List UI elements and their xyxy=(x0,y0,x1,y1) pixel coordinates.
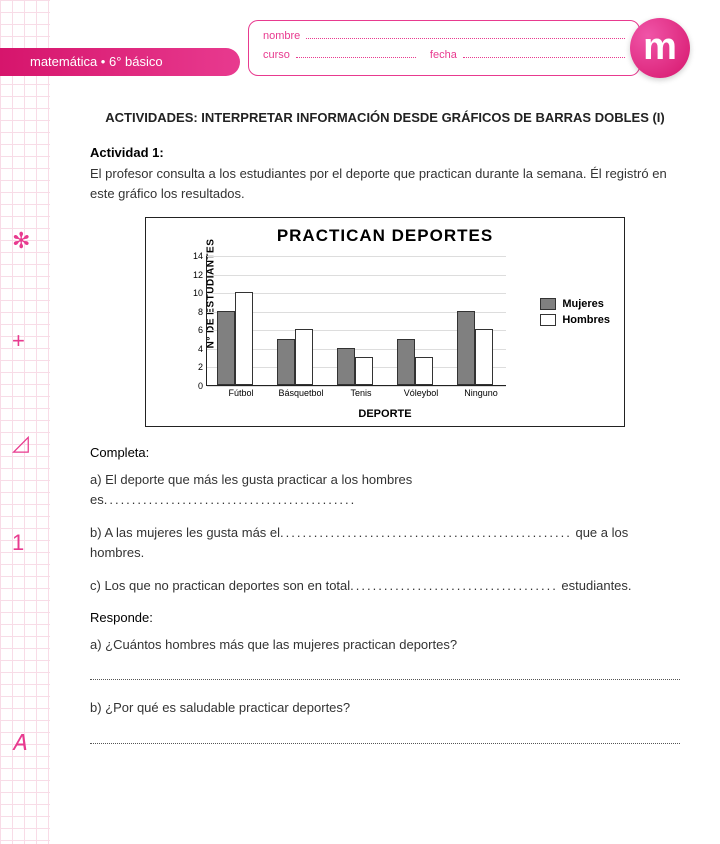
ytick-label: 6 xyxy=(189,325,203,335)
legend-item: Hombres xyxy=(540,314,610,326)
bar xyxy=(235,292,253,385)
bar xyxy=(475,329,493,385)
legend-swatch xyxy=(540,298,556,310)
completa-c-blank[interactable]: ..................................... xyxy=(350,578,558,593)
completa-b-pre: b) A las mujeres les gusta más el xyxy=(90,525,280,540)
ytick-label: 0 xyxy=(189,381,203,391)
main-content: ACTIVIDADES: INTERPRETAR INFORMACIÓN DES… xyxy=(90,110,680,762)
curso-field[interactable] xyxy=(296,48,416,58)
ytick-label: 12 xyxy=(189,270,203,280)
legend-item: Mujeres xyxy=(540,298,610,310)
margin-icon: 1 xyxy=(12,530,24,556)
chart-title: PRACTICAN DEPORTES xyxy=(154,226,616,246)
ytick-label: 10 xyxy=(189,288,203,298)
activity-label: Actividad 1: xyxy=(90,145,680,160)
completa-b: b) A las mujeres les gusta más el.......… xyxy=(90,523,680,562)
chart-xlabel: DEPORTE xyxy=(146,408,624,420)
completa-c-post: estudiantes. xyxy=(558,578,632,593)
chart-legend: Mujeres Hombres xyxy=(540,298,610,330)
category-label: Básquetbol xyxy=(271,388,331,398)
completa-label: Completa: xyxy=(90,445,680,460)
responde-label: Responde: xyxy=(90,610,680,625)
margin-icon: 𝐴 xyxy=(12,730,27,756)
margin-icon: + xyxy=(12,328,25,354)
legend-label: Hombres xyxy=(562,314,610,326)
ytick-label: 8 xyxy=(189,307,203,317)
gridline xyxy=(207,256,506,257)
bar xyxy=(217,311,235,385)
fecha-field[interactable] xyxy=(463,48,625,58)
responde-a-line[interactable] xyxy=(90,668,680,680)
nombre-label: nombre xyxy=(263,30,300,42)
chart-container: PRACTICAN DEPORTES N° DE ESTUDIANTES 024… xyxy=(145,217,625,427)
notebook-grid xyxy=(0,0,50,844)
margin-icon: ◿ xyxy=(12,430,29,456)
gridline xyxy=(207,386,506,387)
ytick-label: 4 xyxy=(189,344,203,354)
category-label: Vóleybol xyxy=(391,388,451,398)
completa-b-blank[interactable]: ........................................… xyxy=(280,525,572,540)
completa-c: c) Los que no practican deportes son en … xyxy=(90,576,680,596)
subject-band: matemática • 6° básico xyxy=(0,48,240,76)
bar xyxy=(397,339,415,385)
bar xyxy=(295,329,313,385)
responde-a: a) ¿Cuántos hombres más que las mujeres … xyxy=(90,635,680,655)
category-label: Fútbol xyxy=(211,388,271,398)
responde-b-line[interactable] xyxy=(90,732,680,744)
completa-a: a) El deporte que más les gusta practica… xyxy=(90,470,680,509)
margin-icon: ✻ xyxy=(12,228,30,254)
bar xyxy=(277,339,295,385)
bar xyxy=(355,357,373,385)
ytick-label: 2 xyxy=(189,362,203,372)
logo-icon: m xyxy=(630,18,690,78)
bar xyxy=(457,311,475,385)
fecha-label: fecha xyxy=(430,49,457,61)
category-label: Ninguno xyxy=(451,388,511,398)
student-info-box: nombre curso fecha xyxy=(248,20,640,76)
bar xyxy=(415,357,433,385)
gridline xyxy=(207,275,506,276)
activity-intro: El profesor consulta a los estudiantes p… xyxy=(90,164,680,203)
legend-label: Mujeres xyxy=(562,298,604,310)
chart-plot-area: 02468101214FútbolBásquetbolTenisVóleybol… xyxy=(206,256,506,386)
completa-a-blank[interactable]: ........................................… xyxy=(104,492,357,507)
page-title: ACTIVIDADES: INTERPRETAR INFORMACIÓN DES… xyxy=(90,110,680,125)
nombre-field[interactable] xyxy=(306,29,625,39)
completa-c-pre: c) Los que no practican deportes son en … xyxy=(90,578,350,593)
subject-text: matemática • 6° básico xyxy=(30,54,163,69)
ytick-label: 14 xyxy=(189,251,203,261)
legend-swatch xyxy=(540,314,556,326)
curso-label: curso xyxy=(263,49,290,61)
responde-b: b) ¿Por qué es saludable practicar depor… xyxy=(90,698,680,718)
logo-letter: m xyxy=(643,26,677,68)
bar xyxy=(337,348,355,385)
category-label: Tenis xyxy=(331,388,391,398)
